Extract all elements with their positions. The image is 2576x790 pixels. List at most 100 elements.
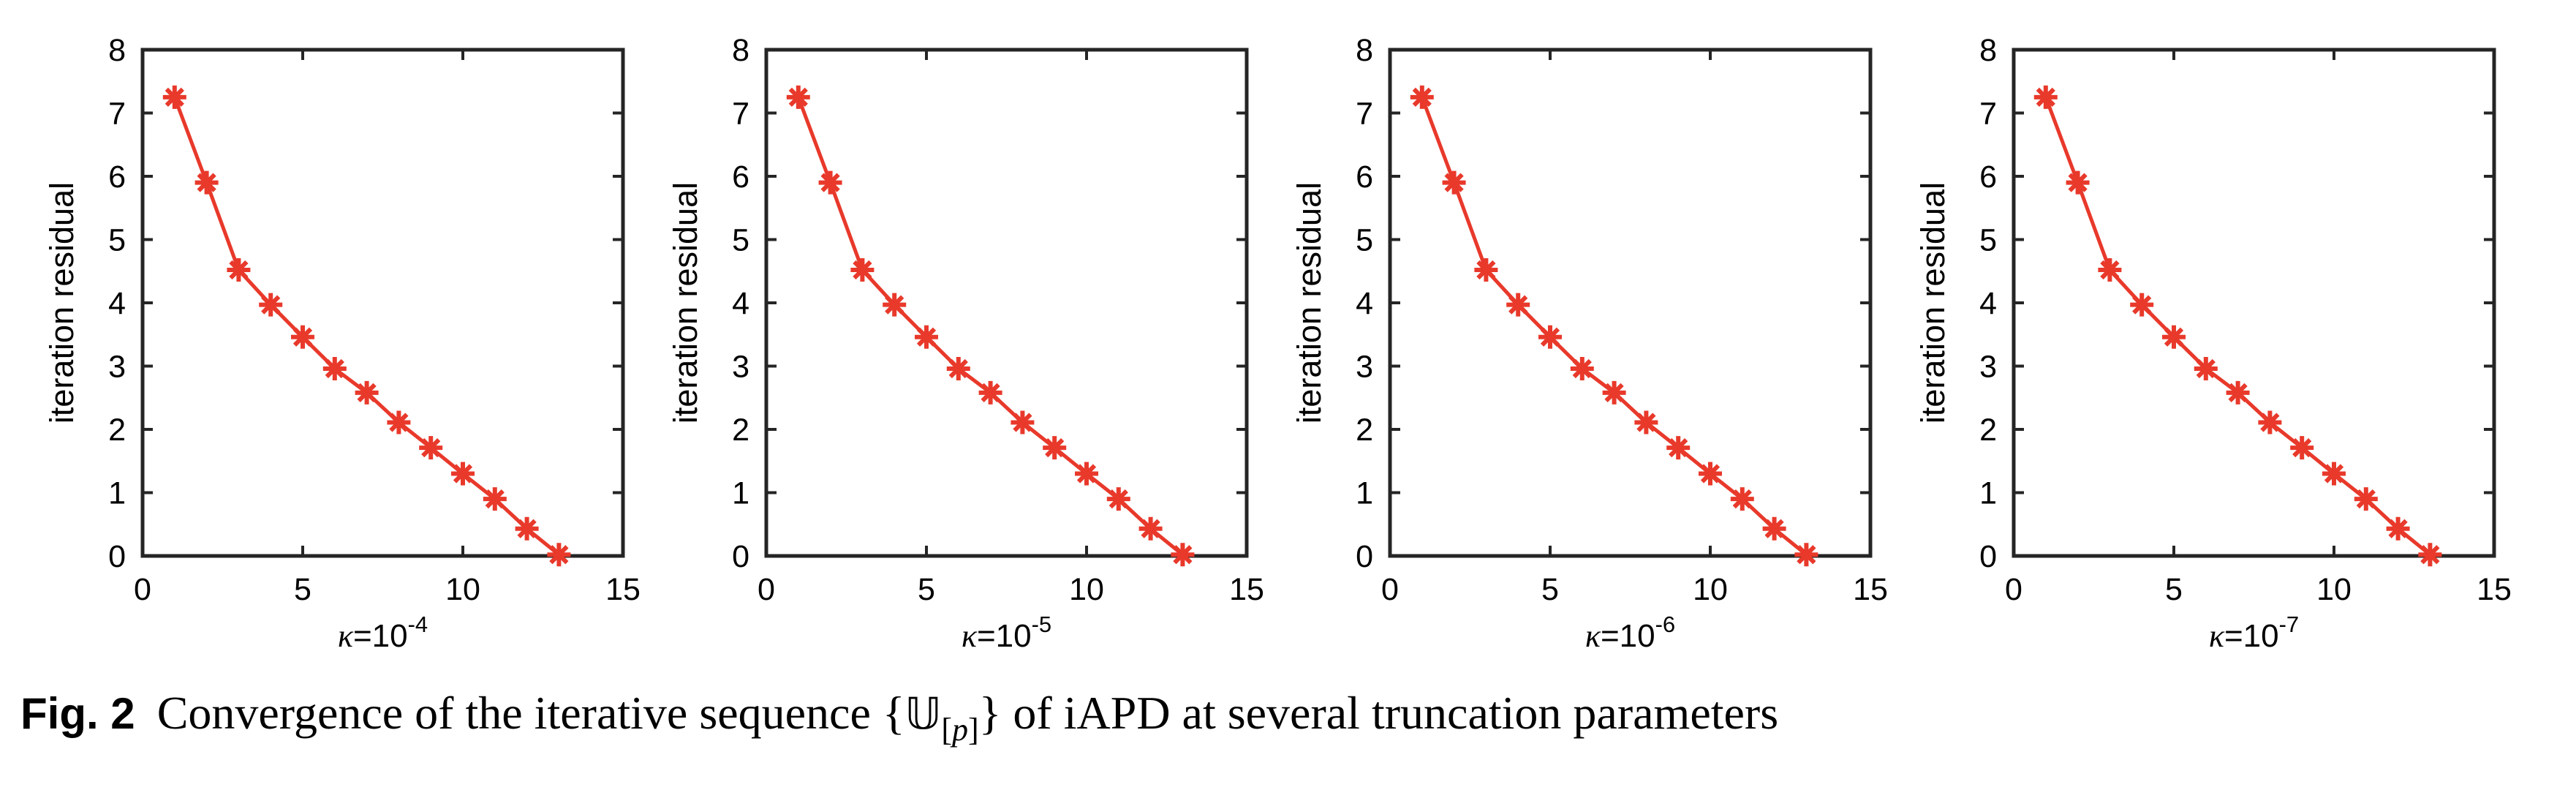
data-marker	[1540, 327, 1560, 347]
y-tick-label: 5	[1979, 223, 1997, 258]
y-tick-label: 3	[108, 350, 126, 385]
x-tick-label: 0	[1381, 572, 1399, 607]
data-marker	[197, 173, 216, 192]
data-marker	[389, 413, 409, 432]
y-tick-label: 2	[108, 413, 126, 448]
y-tick-label: 2	[732, 413, 749, 448]
data-marker	[820, 173, 840, 192]
data-line	[173, 96, 560, 557]
x-tick-label: 0	[2005, 572, 2022, 607]
x-axis-label: κ=10-6	[1585, 612, 1675, 654]
caption-subscript: [p]	[941, 712, 979, 748]
convergence-chart: 0 5 10 15 0 1 2 3 4 5 6 7 8 iteration residual κ=10-5	[667, 33, 1264, 654]
data-marker	[853, 260, 872, 280]
data-marker	[2036, 87, 2055, 107]
data-marker	[357, 383, 377, 402]
y-tick-label: 4	[1979, 286, 1997, 321]
y-tick-label: 2	[1356, 413, 1373, 448]
data-marker	[1508, 295, 1528, 315]
data-line	[2044, 96, 2431, 557]
data-marker	[788, 87, 808, 107]
data-marker	[292, 327, 313, 347]
y-tick-label: 6	[1979, 159, 1997, 195]
plot-frame	[140, 48, 625, 558]
plot-frame	[2012, 48, 2496, 558]
y-axis-label: iteration residual	[43, 182, 80, 424]
data-marker	[2324, 464, 2344, 484]
y-tick-label: 0	[108, 539, 126, 574]
data-marker	[2068, 173, 2088, 192]
x-tick-label: 0	[758, 572, 775, 607]
data-marker	[421, 437, 441, 458]
y-tick-label: 7	[108, 97, 126, 132]
data-marker	[2228, 383, 2248, 402]
data-marker	[1797, 545, 1816, 565]
x-tick-label: 5	[294, 572, 311, 607]
y-tick-label: 1	[1979, 476, 1997, 511]
data-marker	[1476, 260, 1496, 280]
data-marker	[2260, 413, 2280, 432]
y-tick-label: 3	[732, 350, 749, 385]
data-marker	[1013, 413, 1032, 432]
data-marker	[2292, 437, 2312, 458]
data-marker	[1076, 464, 1097, 484]
y-tick-label: 7	[732, 97, 749, 132]
data-marker	[453, 464, 473, 484]
data-marker	[916, 327, 937, 347]
data-marker	[1700, 464, 1721, 484]
data-marker	[229, 260, 249, 280]
x-tick-label: 5	[1541, 572, 1559, 607]
convergence-chart: 0 5 10 15 0 1 2 3 4 5 6 7 8 iteration residual κ=10-4	[43, 33, 641, 654]
data-marker	[2100, 260, 2120, 280]
data-marker	[1572, 358, 1592, 379]
y-tick-label: 5	[732, 223, 749, 258]
data-marker	[1764, 519, 1784, 538]
data-marker	[325, 358, 344, 379]
chart-kappa-1e-5: 0 5 10 15 0 1 2 3 4 5 6 7 8 iteration residual κ=10-5	[624, 0, 1268, 662]
data-line	[796, 96, 1184, 557]
data-marker	[1045, 437, 1065, 458]
data-marker	[2388, 519, 2408, 538]
data-marker	[2164, 327, 2184, 347]
chart-kappa-1e-7: 0 5 10 15 0 1 2 3 4 5 6 7 8 iteration residual κ=10-7	[1871, 0, 2515, 662]
convergence-chart: 0 5 10 15 0 1 2 3 4 5 6 7 8 iteration residual κ=10-7	[1914, 33, 2512, 654]
data-marker	[2132, 295, 2152, 315]
x-tick-label: 10	[1693, 572, 1728, 607]
x-tick-label: 15	[605, 572, 641, 607]
figure-label: Fig. 2	[20, 689, 135, 738]
data-marker	[1732, 489, 1752, 509]
data-marker	[261, 295, 281, 315]
data-marker	[981, 383, 1000, 402]
y-tick-label: 1	[108, 476, 126, 511]
chart-kappa-1e-4: 0 5 10 15 0 1 2 3 4 5 6 7 8 iteration residual κ=10-4	[0, 0, 644, 662]
data-marker	[1669, 437, 1688, 458]
data-marker	[1412, 87, 1432, 107]
y-tick-label: 3	[1979, 350, 1997, 385]
data-marker	[2196, 358, 2216, 379]
y-axis-label: iteration residual	[1291, 182, 1328, 424]
figure-caption: Fig. 2 Convergence of the iterative seque…	[20, 686, 2550, 748]
data-marker	[2420, 545, 2440, 565]
convergence-chart: 0 5 10 15 0 1 2 3 4 5 6 7 8 iteration residual κ=10-6	[1291, 33, 1888, 654]
y-tick-label: 0	[1979, 539, 1997, 574]
y-axis-label: iteration residual	[1914, 182, 1952, 424]
data-marker	[165, 87, 184, 107]
y-tick-label: 8	[108, 33, 126, 68]
x-tick-label: 10	[445, 572, 480, 607]
y-tick-label: 8	[1356, 33, 1373, 68]
y-tick-label: 6	[732, 159, 749, 195]
data-marker	[485, 489, 505, 509]
x-tick-label: 5	[2165, 572, 2183, 607]
x-tick-label: 15	[2477, 572, 2512, 607]
y-tick-label: 8	[1979, 33, 1997, 68]
y-tick-label: 5	[1356, 223, 1373, 258]
y-tick-label: 4	[1356, 286, 1373, 321]
y-tick-label: 4	[108, 286, 126, 321]
y-tick-label: 7	[1356, 97, 1373, 132]
y-tick-label: 2	[1979, 413, 1997, 448]
x-tick-label: 5	[918, 572, 935, 607]
data-marker	[1444, 173, 1464, 192]
data-marker	[549, 545, 569, 565]
x-tick-label: 10	[2316, 572, 2352, 607]
x-tick-label: 10	[1069, 572, 1104, 607]
